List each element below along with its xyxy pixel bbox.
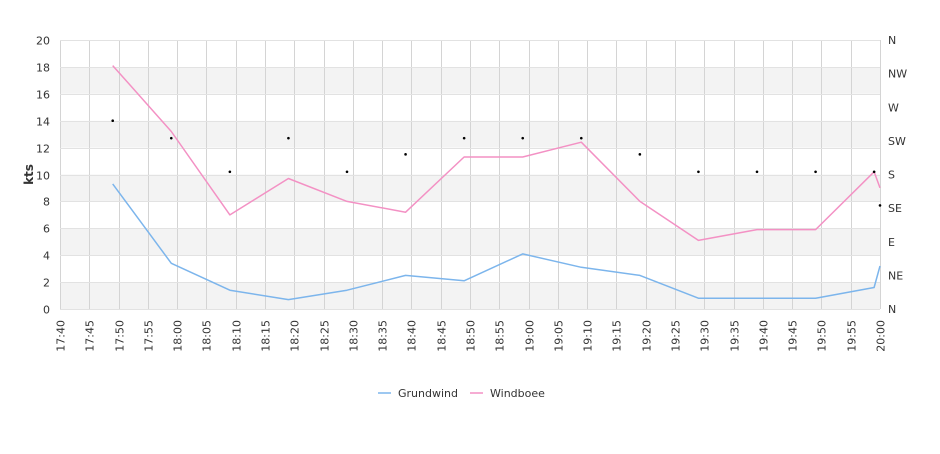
x-tick-label: 18:05	[201, 320, 214, 352]
x-tick-label: 18:30	[348, 320, 361, 352]
x-tick-label: 20:00	[875, 320, 888, 352]
x-tick-label: 18:25	[319, 320, 332, 352]
direction-marker	[697, 170, 700, 174]
x-tick-label: 19:35	[729, 320, 742, 352]
y2-tick-label: W	[888, 101, 899, 114]
legend: Grundwind Windboee	[378, 387, 545, 400]
direction-marker	[345, 170, 349, 174]
legend-item-windboee[interactable]: Windboee	[470, 387, 545, 400]
y-tick-label: 18	[36, 62, 50, 75]
y2-tick-label: SW	[888, 135, 906, 148]
series-lines	[112, 65, 881, 301]
y-tick-label: 2	[43, 277, 50, 290]
y-tick-label: 8	[43, 196, 50, 209]
direction-marker	[755, 170, 759, 174]
direction-marker	[462, 136, 466, 140]
direction-marker	[638, 153, 642, 156]
direction-markers	[111, 119, 882, 207]
y2-axis-ticks: N NE E SE S SW W NW N	[888, 34, 907, 316]
y-tick-label: 6	[43, 223, 50, 236]
direction-marker	[872, 170, 876, 174]
y-tick-label: 0	[43, 304, 50, 317]
x-tick-label: 19:15	[611, 320, 624, 352]
x-tick-label: 17:45	[84, 320, 97, 352]
direction-marker	[579, 136, 583, 140]
y2-tick-label: SE	[888, 202, 902, 215]
x-tick-label: 17:50	[114, 320, 127, 352]
x-tick-label: 19:45	[787, 320, 800, 352]
y2-tick-label: NW	[888, 68, 907, 81]
x-tick-label: 19:50	[816, 320, 829, 352]
y-tick-label: 20	[36, 35, 50, 48]
y-tick-label: 16	[36, 89, 50, 102]
x-tick-label: 17:55	[143, 320, 156, 352]
x-tick-label: 18:15	[260, 320, 273, 352]
y-tick-label: 4	[43, 250, 50, 263]
legend-label: Windboee	[490, 387, 545, 400]
x-tick-label: 19:30	[699, 320, 712, 352]
x-tick-label: 18:50	[465, 320, 478, 352]
x-tick-label: 18:40	[406, 320, 419, 352]
y-axis-ticks: 0 2 4 6 8 10 12 14 16 18 20	[36, 35, 50, 317]
legend-item-grundwind[interactable]: Grundwind	[378, 387, 458, 400]
direction-marker	[287, 136, 290, 140]
direction-marker	[521, 136, 525, 140]
x-tick-label: 19:10	[582, 320, 595, 352]
direction-marker	[878, 204, 882, 207]
x-tick-label: 18:35	[377, 320, 390, 352]
grid-lines	[60, 40, 881, 310]
x-tick-label: 18:20	[289, 320, 302, 352]
x-tick-label: 18:00	[172, 320, 185, 352]
y-tick-label: 12	[36, 143, 50, 156]
y2-tick-label: S	[888, 169, 895, 182]
x-tick-label: 19:55	[846, 320, 859, 352]
x-tick-label: 17:40	[55, 320, 68, 352]
x-tick-label: 19:25	[670, 320, 683, 352]
series-line-windboee	[112, 65, 881, 242]
y-tick-label: 10	[36, 170, 50, 183]
direction-marker	[111, 119, 115, 122]
direction-marker	[228, 170, 232, 174]
y2-tick-label: N	[888, 34, 896, 47]
x-tick-label: 18:45	[436, 320, 449, 352]
x-axis-ticks: 17:40 17:45 17:50 17:55 18:00 18:05 18:10 18:15…	[55, 320, 888, 352]
x-tick-label: 19:05	[553, 320, 566, 352]
series-line-grundwind	[112, 183, 881, 301]
y2-tick-label: N	[888, 303, 896, 316]
x-tick-label: 19:00	[524, 320, 537, 352]
y-axis-title: kts	[22, 164, 36, 185]
x-tick-label: 19:20	[641, 320, 654, 352]
y2-tick-label: NE	[888, 269, 903, 282]
direction-marker	[169, 136, 173, 140]
direction-marker	[404, 153, 407, 156]
x-tick-label: 18:10	[231, 320, 244, 352]
y2-tick-label: E	[888, 236, 895, 249]
x-tick-label: 18:55	[494, 320, 507, 352]
x-tick-label: 19:40	[758, 320, 771, 352]
legend-label: Grundwind	[398, 387, 458, 400]
direction-marker	[814, 170, 817, 174]
y-tick-label: 14	[36, 116, 50, 129]
